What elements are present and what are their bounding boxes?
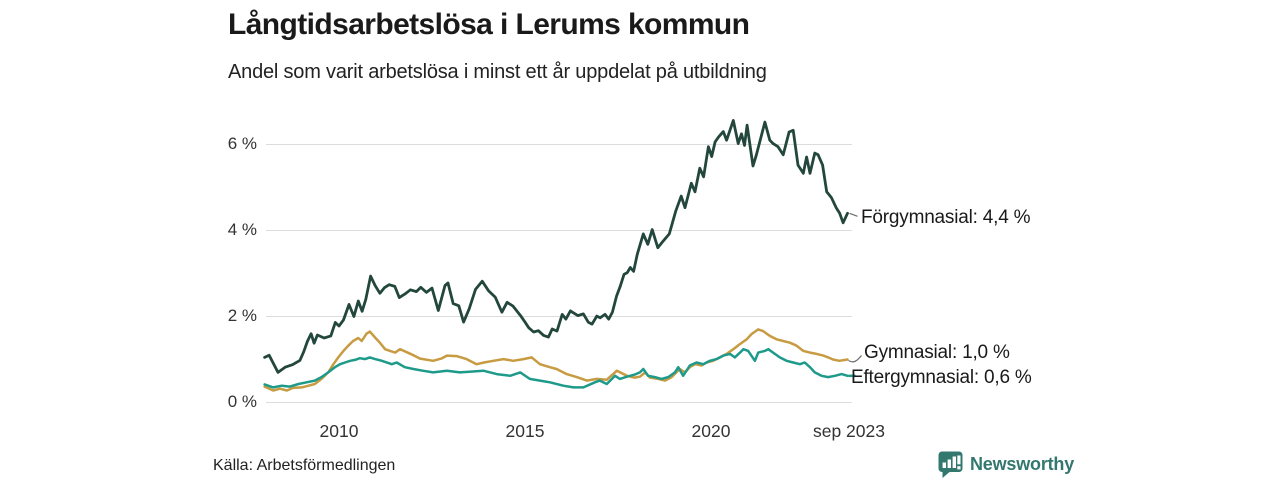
x-tick-label-2015: 2015 — [505, 421, 545, 441]
source-note: Källa: Arbetsförmedlingen — [213, 457, 396, 474]
series-line-gymnasial — [263, 328, 849, 392]
newsworthy-icon — [938, 451, 963, 478]
series-label-forgymnasial: Förgymnasial: 4,4 % — [861, 207, 1031, 228]
label-connector — [848, 355, 863, 363]
x-tick-label-2020: 2020 — [691, 421, 731, 441]
page-title: Långtidsarbetslösa i Lerums kommun — [228, 8, 750, 41]
brand-name: Newsworthy — [970, 454, 1075, 474]
label-connector — [849, 212, 858, 217]
series-label-eftergymnasial: Eftergymnasial: 0,6 % — [851, 367, 1032, 388]
series-line-förgymnasial — [263, 119, 849, 374]
brand-logo: Newsworthy — [938, 451, 1074, 479]
series-label-gymnasial: Gymnasial: 1,0 % — [864, 342, 1010, 363]
y-tick-label-0: 0 % — [227, 392, 257, 411]
x-tick-label-sep-2023: sep 2023 — [812, 421, 885, 441]
y-tick-label-2: 2 % — [227, 306, 257, 325]
x-tick-label-2010: 2010 — [319, 421, 359, 441]
page-subtitle: Andel som varit arbetslösa i minst ett å… — [228, 61, 767, 83]
series-line-eftergymnasial — [263, 347, 849, 389]
y-tick-label-6: 6 % — [227, 134, 257, 153]
y-tick-label-4: 4 % — [227, 220, 257, 239]
